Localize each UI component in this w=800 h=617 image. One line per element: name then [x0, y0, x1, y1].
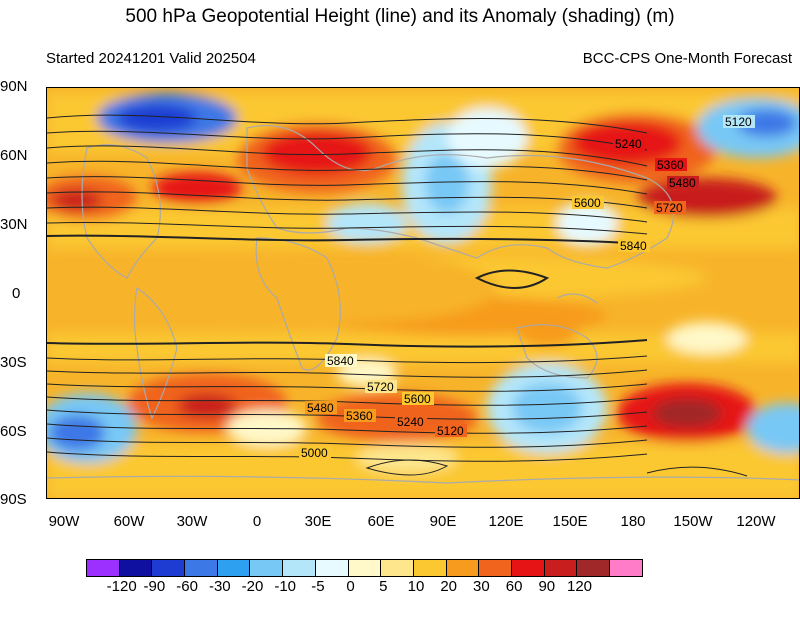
colorbar-label: 0 [346, 578, 355, 595]
colorbar-swatch [609, 559, 643, 577]
colorbar-swatch [314, 559, 349, 577]
lat-label-60n: 60N [0, 147, 28, 164]
colorbar-label: 60 [505, 578, 523, 595]
lon-label-120e: 120E [488, 513, 524, 530]
contour-label: 5240 [615, 137, 642, 151]
colorbar-swatch [445, 559, 480, 577]
colorbar-swatch [478, 559, 512, 577]
contour-label: 5600 [574, 196, 601, 210]
contour-label: 5120 [437, 424, 464, 438]
lat-label-30n: 30N [0, 216, 28, 233]
contour-label: 5480 [669, 176, 696, 190]
colorbar-swatch [86, 559, 120, 577]
lon-label-0: 0 [252, 513, 262, 530]
colorbar-label: -10 [274, 578, 297, 595]
colorbar-swatch [249, 559, 284, 577]
lon-label-30e: 30E [304, 513, 332, 530]
lon-label-90e: 90E [429, 513, 457, 530]
contour-label: 5480 [307, 401, 334, 415]
colorbar-swatch [347, 559, 382, 577]
colorbar-swatch [576, 559, 610, 577]
forecast-dates: Started 20241201 Valid 202504 [46, 50, 256, 67]
colorbar-swatch [380, 559, 414, 577]
forecast-source: BCC-CPS One-Month Forecast [582, 50, 792, 67]
lon-label-90w: 90W [48, 513, 80, 530]
lon-label-30w: 30W [176, 513, 208, 530]
contour-labels: 5120 5240 5360 5480 5600 5720 5840 5840 … [299, 115, 755, 460]
lon-label-60e: 60E [367, 513, 395, 530]
colorbar-swatch [184, 559, 218, 577]
colorbar-swatch [118, 559, 153, 577]
colorbar-swatch [412, 559, 447, 577]
contour-label: 5120 [725, 115, 752, 129]
colorbar-label: 10 [407, 578, 425, 595]
contour-label: 5720 [656, 201, 683, 215]
lon-label-60w: 60W [113, 513, 145, 530]
colorbar-label: -30 [208, 578, 231, 595]
lat-label-90s: 90S [0, 491, 27, 508]
contour-label: 5360 [657, 158, 684, 172]
anomaly-shading [47, 93, 799, 498]
contour-label: 5840 [327, 354, 354, 368]
lat-label-90n: 90N [0, 78, 28, 95]
lon-label-150w: 150W [673, 513, 713, 530]
colorbar-label: 30 [473, 578, 490, 595]
height-contours [47, 114, 748, 477]
contour-label: 5240 [397, 415, 424, 429]
colorbar-swatch [543, 559, 578, 577]
contour-label: 5000 [301, 446, 328, 460]
colorbar-swatch [510, 559, 545, 577]
colorbar-label: 5 [379, 578, 388, 595]
colorbar-label: -5 [311, 578, 325, 595]
colorbar-label: 20 [440, 578, 458, 595]
lon-label-180: 180 [620, 513, 646, 530]
colorbar-label: 90 [538, 578, 556, 595]
map-title: 500 hPa Geopotential Height (line) and i… [125, 6, 675, 27]
colorbar-swatch [151, 559, 186, 577]
colorbar-swatch [216, 559, 251, 577]
lat-label-0: 0 [12, 285, 21, 302]
colorbar-label: -90 [143, 578, 166, 595]
colorbar-swatch [282, 559, 316, 577]
contour-label: 5360 [346, 409, 373, 423]
colorbar-label: -20 [241, 578, 264, 595]
colorbar-label: -120 [106, 578, 137, 595]
lon-label-120w: 120W [736, 513, 776, 530]
colorbar-label: -60 [176, 578, 198, 595]
anomaly-map: 5120 5240 5360 5480 5600 5720 5840 5840 … [46, 87, 800, 499]
map-canvas: 5120 5240 5360 5480 5600 5720 5840 5840 … [47, 88, 799, 498]
contour-label: 5720 [367, 380, 394, 394]
colorbar-label: 120 [566, 578, 593, 595]
contour-label: 5600 [404, 392, 431, 406]
lat-label-30s: 30S [0, 354, 27, 371]
colorbar [86, 559, 643, 577]
contour-label: 5840 [620, 239, 647, 253]
lon-label-150e: 150E [552, 513, 588, 530]
lat-label-60s: 60S [0, 423, 27, 440]
